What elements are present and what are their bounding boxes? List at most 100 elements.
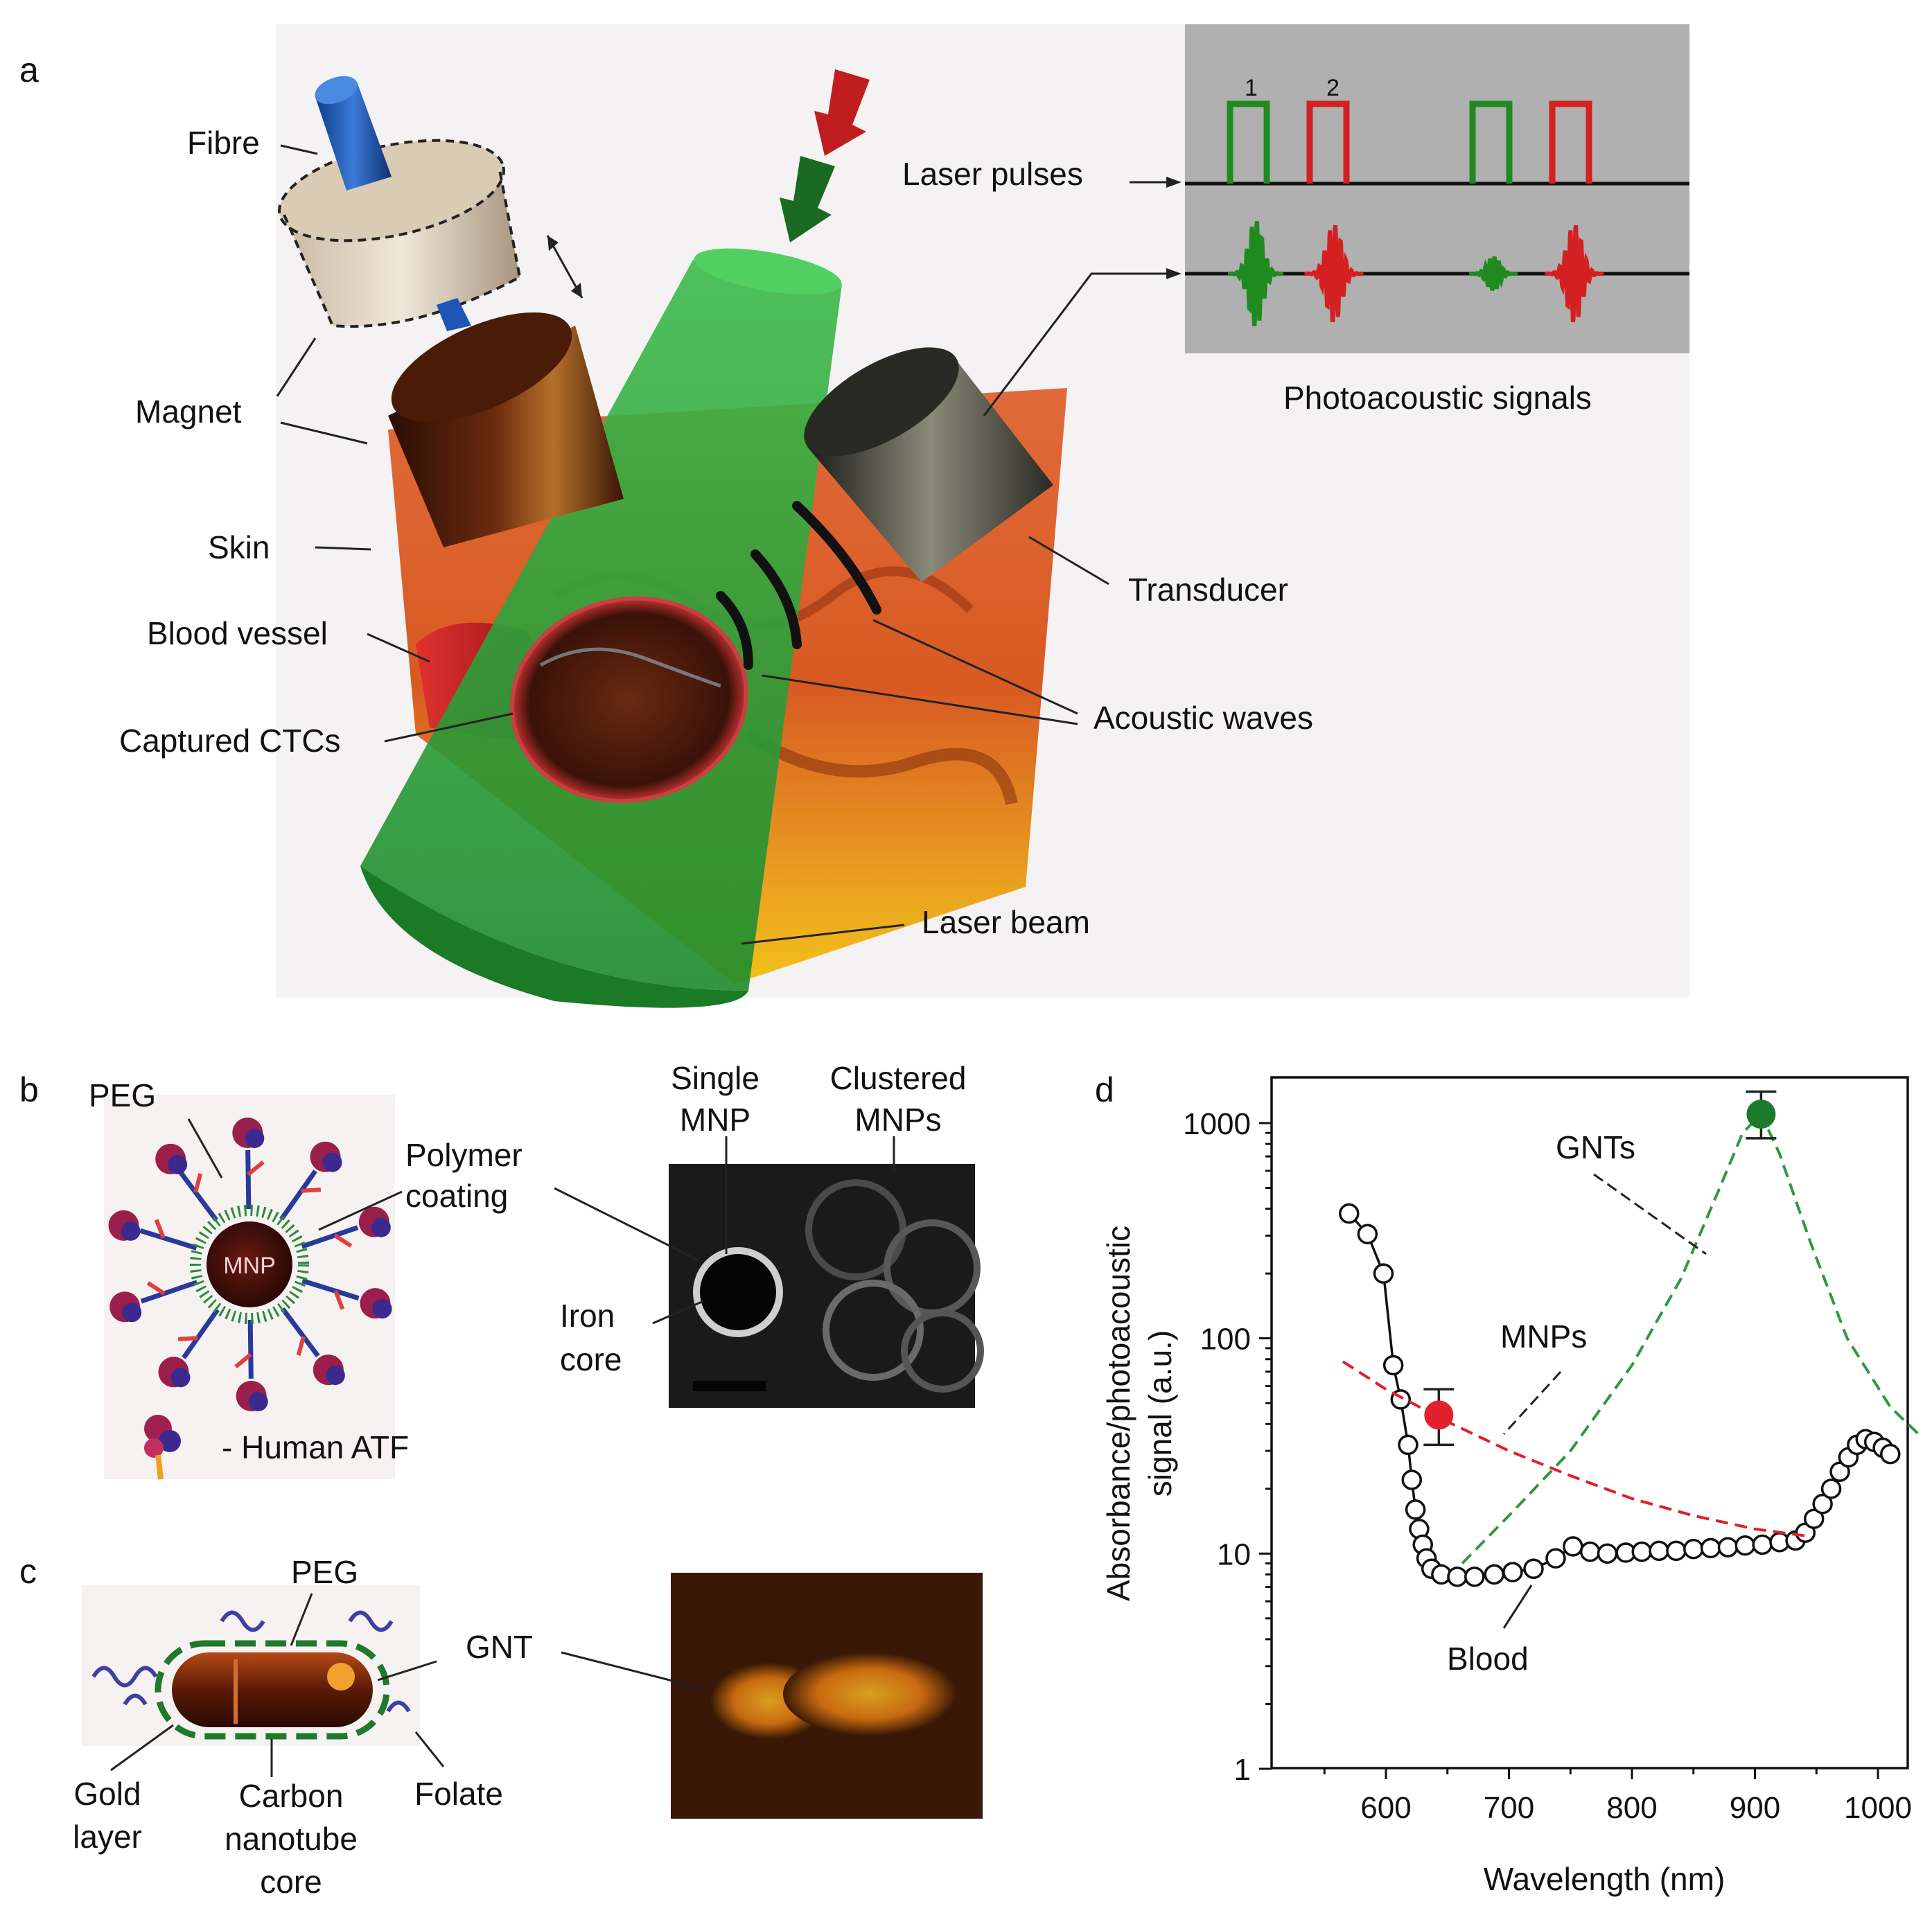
laser-beam-top	[694, 248, 842, 295]
label-photoacoustic-signals: Photoacoustic signals	[1283, 380, 1592, 416]
gnt-leader-left	[377, 1660, 437, 1682]
peg-spoke	[301, 1278, 360, 1301]
peg-branch	[333, 1290, 345, 1310]
acoustic-wave-arc-2	[750, 549, 802, 649]
pulse-label-1: 1	[1245, 75, 1258, 101]
fibre-exit	[437, 298, 471, 331]
polymer-to-image-leader	[554, 1187, 701, 1262]
label-carbon-line1: Carbon	[239, 1778, 344, 1814]
panel-b: b MNP PEG Polymer coating - Human	[19, 1060, 984, 1480]
label-human-atf: - Human ATF	[222, 1429, 409, 1465]
gold-layer-leader	[110, 1724, 174, 1772]
series-mnps-line	[1342, 1360, 1811, 1538]
y-tick-label: 10	[1217, 1537, 1251, 1571]
label-magnet: Magnet	[135, 394, 242, 430]
gold-nanotube-rod	[172, 1652, 373, 1727]
transducer-top	[804, 347, 959, 457]
label-folate: Folate	[414, 1776, 503, 1812]
annotation-gnts: GNTs	[1556, 1129, 1635, 1165]
acoustic-signal-green-1	[1228, 220, 1283, 327]
series-mnp-measurement-point	[1424, 1400, 1454, 1430]
polymer-leader	[318, 1190, 403, 1231]
peg-c-leader	[290, 1593, 313, 1646]
magnet-top	[391, 312, 572, 423]
peg-branch	[301, 1188, 322, 1193]
peg-spoke	[182, 1308, 220, 1359]
x-tick-label: 900	[1730, 1791, 1780, 1825]
series-blood-point	[1752, 1534, 1773, 1555]
chart-frame	[1270, 1076, 1909, 1769]
label-single-line2: MNP	[680, 1102, 750, 1138]
pulse-label-2: 2	[1326, 75, 1340, 101]
x-tick-label: 700	[1484, 1791, 1534, 1825]
magnet-leader-upper	[276, 337, 317, 397]
series-blood-point	[1717, 1537, 1739, 1557]
transducer-signal-arrow	[983, 272, 1171, 416]
label-single-line1: Single	[671, 1060, 759, 1096]
label-peg-c: PEG	[291, 1554, 358, 1590]
magnet-body	[388, 326, 624, 547]
blood-annotation-leader	[1502, 1585, 1533, 1629]
y-tick-label: 1	[1234, 1753, 1251, 1787]
label-carbon-line2: nanotube	[225, 1821, 358, 1857]
captured-ctc-region	[510, 596, 748, 804]
series-blood-point	[1382, 1354, 1404, 1376]
peg-branch	[193, 1173, 203, 1193]
acoustic-waves-leader-1	[872, 619, 1078, 715]
label-acoustic-waves: Acoustic waves	[1094, 700, 1313, 736]
single-mnp-particle	[693, 1247, 783, 1337]
series-gnts-line	[1461, 1111, 1922, 1564]
peg-branch	[296, 1336, 306, 1356]
mnp-core	[207, 1221, 292, 1307]
mnps-annotation-leader	[1502, 1370, 1562, 1436]
series-blood-point	[1597, 1543, 1618, 1564]
series-blood-point	[1447, 1566, 1468, 1587]
series-blood-point	[1357, 1224, 1378, 1244]
acoustic-wave-arc-3	[792, 501, 881, 615]
peg-spoke	[179, 1171, 218, 1222]
annotation-mnps: MNPs	[1500, 1318, 1587, 1354]
y-tick-label: 1000	[1183, 1107, 1251, 1141]
y-tick-label: 100	[1200, 1323, 1251, 1357]
peg-spoke	[140, 1280, 198, 1304]
label-polymer-line1: Polymer	[405, 1137, 522, 1173]
series-blood-point	[1803, 1508, 1825, 1529]
polymer-coating-ring	[190, 1205, 309, 1324]
green-laser-arrow	[780, 156, 835, 242]
x-tick-label: 600	[1360, 1791, 1411, 1825]
blood-vessel-leader	[367, 633, 430, 663]
gnt-peg-chains	[91, 1610, 411, 1713]
acoustic-signal-green-2	[1469, 256, 1518, 292]
atf-ligand-detail	[245, 1129, 265, 1149]
acoustic-wave-arc-1	[716, 591, 753, 670]
peg-leader	[187, 1118, 223, 1179]
fibre-magnet-outline	[283, 166, 522, 328]
chart-series	[1339, 1090, 1922, 1587]
atf-ligand-detail	[121, 1221, 141, 1241]
atf-ligand-detail	[248, 1391, 268, 1411]
peg-branch	[146, 1281, 166, 1296]
series-blood-point	[1545, 1548, 1566, 1569]
peg-branch	[234, 1352, 252, 1369]
label-laser-beam: Laser beam	[922, 904, 1090, 940]
x-axis-title: Wavelength (nm)	[1484, 1861, 1725, 1897]
clustered-mnp-4	[901, 1309, 984, 1393]
label-carbon-line3: core	[260, 1864, 322, 1900]
atf-ligand-detail	[168, 1154, 188, 1174]
series-blood-point	[1735, 1535, 1756, 1556]
series-blood-point	[1563, 1536, 1583, 1557]
annotation-blood: Blood	[1447, 1641, 1529, 1677]
atf-ligand-detail	[122, 1303, 142, 1323]
label-skin: Skin	[208, 529, 270, 565]
magnet-leader-lower	[280, 421, 368, 445]
iron-core-leader	[652, 1300, 704, 1325]
fibre-tip	[315, 76, 358, 105]
label-gnt: GNT	[466, 1629, 533, 1665]
gnt-blob-right	[783, 1652, 956, 1736]
label-polymer-line2: coating	[405, 1178, 508, 1214]
series-blood-point	[1464, 1566, 1485, 1587]
red-laser-arrow	[814, 69, 870, 156]
peg-branch	[177, 1336, 198, 1341]
label-iron-line1: Iron	[560, 1298, 615, 1334]
